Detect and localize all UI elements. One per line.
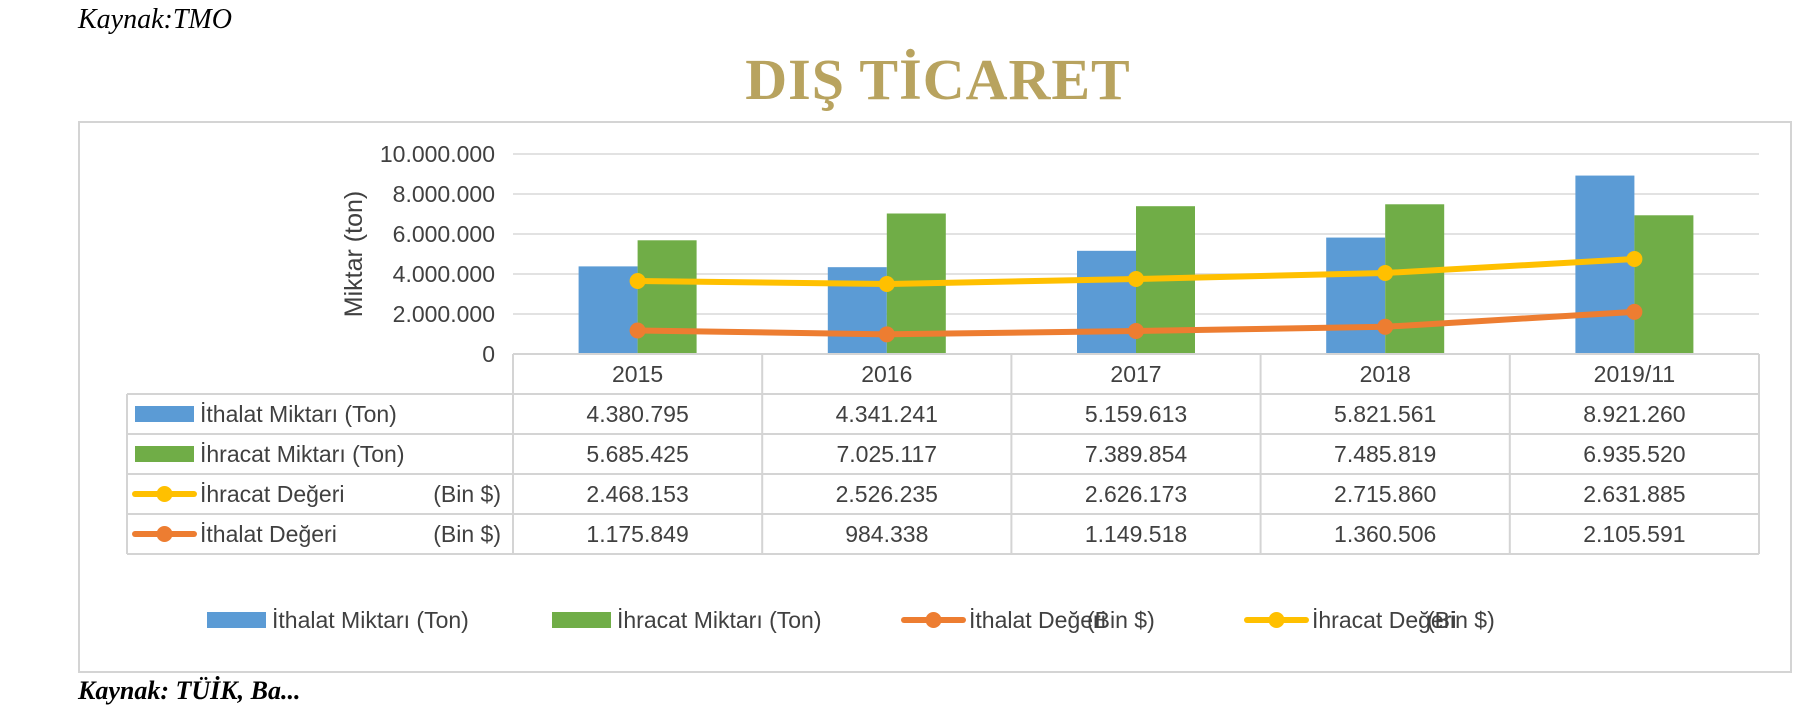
point-ihracat-degeri: [1626, 251, 1643, 267]
table-cell: 4.380.795: [586, 401, 688, 427]
y-tick-label: 6.000.000: [393, 221, 495, 247]
table-cell: 1.175.849: [586, 521, 688, 547]
legend-key: [207, 612, 266, 628]
bar-ithalat-miktari: [1326, 237, 1386, 354]
legend-key: [925, 612, 942, 628]
table-row-unit: (Bin $): [433, 521, 501, 547]
x-tick-label: 2016: [861, 361, 912, 387]
x-tick-label: 2018: [1360, 361, 1411, 387]
bar-ithalat-miktari: [1077, 250, 1136, 354]
bar-ithalat-miktari: [827, 267, 887, 354]
table-cell: 8.921.260: [1583, 401, 1685, 427]
table-legend-key: [135, 406, 194, 422]
table-cell: 4.341.241: [836, 401, 938, 427]
point-ihracat-degeri: [1377, 265, 1394, 281]
bar-ihracat-miktari: [637, 240, 697, 354]
table-cell: 2.468.153: [586, 481, 688, 507]
point-ithalat-degeri: [878, 326, 895, 343]
table-legend-key: [156, 526, 173, 542]
table-cell: 2.105.591: [1583, 521, 1685, 547]
table-cell: 1.149.518: [1085, 521, 1187, 547]
table-cell: 1.360.506: [1334, 521, 1436, 547]
bar-ithalat-miktari: [1575, 175, 1635, 354]
table-cell: 2.715.860: [1334, 481, 1436, 507]
y-tick-label: 4.000.000: [393, 261, 495, 287]
table-cell: 7.025.117: [836, 441, 937, 467]
table-row-label: İthalat Değeri: [200, 521, 337, 547]
y-tick-label: 8.000.000: [393, 181, 495, 207]
legend-label: İthalat Miktarı (Ton): [272, 607, 469, 633]
legend-label: İhracat Değeri: [1312, 607, 1456, 633]
point-ihracat-degeri: [1128, 271, 1144, 287]
point-ithalat-degeri: [1128, 323, 1144, 340]
table-cell: 2.626.173: [1085, 481, 1187, 507]
table-cell: 6.935.520: [1583, 441, 1685, 467]
y-tick-label: 10.000.000: [380, 141, 495, 167]
point-ithalat-degeri: [629, 322, 646, 339]
point-ithalat-degeri: [1626, 303, 1643, 320]
y-tick-label: 0: [482, 341, 495, 367]
table-legend-key: [135, 446, 194, 462]
x-tick-label: 2015: [612, 361, 663, 387]
table-cell: 7.485.819: [1334, 441, 1436, 467]
table-row-label: İhracat Miktarı (Ton): [200, 441, 405, 467]
table-cell: 5.821.561: [1334, 401, 1436, 427]
table-cell: 5.159.613: [1085, 401, 1187, 427]
table-legend-key: [156, 486, 173, 502]
bar-ihracat-miktari: [1634, 215, 1694, 354]
legend-label: İhracat Miktarı (Ton): [617, 607, 822, 633]
legend-key: [1268, 612, 1285, 628]
table-row-label: İthalat Miktarı (Ton): [200, 401, 397, 427]
legend-key: [552, 612, 611, 628]
table-row-unit: (Bin $): [433, 481, 501, 507]
table-row-label: İhracat Değeri: [200, 481, 344, 507]
legend-label: İthalat Değeri: [969, 607, 1106, 633]
bar-ihracat-miktari: [1385, 204, 1445, 354]
table-cell: 984.338: [845, 521, 928, 547]
y-axis-title: Miktar (ton): [340, 191, 368, 317]
page-title: DIŞ TİCARET: [745, 47, 1131, 112]
table-cell: 7.389.854: [1085, 441, 1188, 467]
footer-source: Kaynak: TÜİK, Ba...: [78, 676, 301, 705]
bar-ithalat-miktari: [578, 266, 638, 354]
point-ihracat-degeri: [878, 276, 895, 292]
table-cell: 2.526.235: [836, 481, 938, 507]
legend-unit: (Bin $): [1087, 607, 1155, 633]
y-tick-label: 2.000.000: [393, 301, 495, 327]
point-ihracat-degeri: [629, 273, 646, 289]
table-cell: 5.685.425: [586, 441, 688, 467]
table-cell: 2.631.885: [1583, 481, 1685, 507]
x-tick-label: 2019/11: [1594, 361, 1675, 387]
point-ithalat-degeri: [1377, 318, 1394, 335]
source-label: Kaynak:TMO: [78, 4, 232, 35]
chart-svg: 0 2.000.000 4.000.000 6.000.000 8.000.000 10.…: [126, 141, 1760, 633]
chart-frame: 0 2.000.000 4.000.000 6.000.000 8.000.000 10.…: [78, 121, 1792, 673]
x-tick-label: 2017: [1110, 361, 1161, 387]
legend-unit: (Bin $): [1427, 607, 1495, 633]
